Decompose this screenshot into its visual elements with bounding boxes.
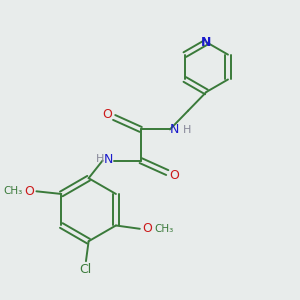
Text: O: O: [24, 185, 34, 198]
Text: CH₃: CH₃: [154, 224, 173, 234]
Text: N: N: [170, 123, 180, 136]
Text: N: N: [104, 154, 113, 166]
Text: Cl: Cl: [79, 263, 92, 276]
Text: H: H: [183, 125, 191, 135]
Text: H: H: [96, 154, 104, 164]
Text: CH₃: CH₃: [3, 186, 22, 196]
Text: O: O: [103, 108, 112, 121]
Text: N: N: [201, 36, 212, 49]
Text: O: O: [142, 222, 152, 235]
Text: O: O: [169, 169, 179, 182]
